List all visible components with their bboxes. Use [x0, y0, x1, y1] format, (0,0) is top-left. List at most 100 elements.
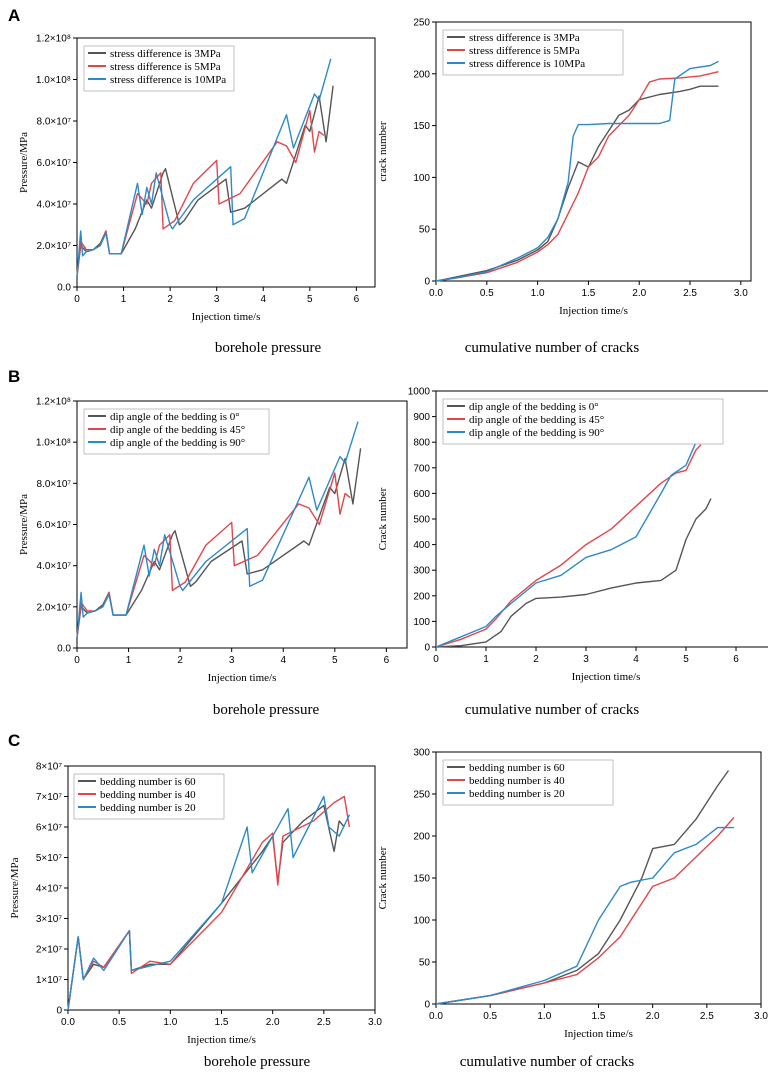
x-tick-label: 0.0	[429, 288, 443, 299]
legend-label: bedding number is 60	[469, 762, 565, 774]
legend-label: dip angle of the bedding is 90°	[110, 437, 245, 449]
y-tick-label: 4.0×10⁷	[37, 200, 72, 211]
y-tick-label: 4×10⁷	[36, 884, 63, 895]
y-axis-title: Crack number	[377, 846, 389, 909]
x-tick-label: 2.0	[632, 288, 646, 299]
chart-caption: borehole pressure	[213, 702, 320, 718]
x-axis-title: Injection time/s	[192, 311, 261, 323]
series-line-2	[435, 421, 712, 648]
y-tick-label: 2.0×10⁷	[37, 241, 72, 252]
y-tick-label: 3×10⁷	[36, 914, 63, 925]
y-axis-title: Pressure/MPa	[9, 857, 21, 918]
y-tick-label: 300	[413, 748, 430, 759]
y-tick-label: 200	[413, 591, 430, 602]
series-line-0	[76, 85, 334, 277]
y-tick-label: 200	[413, 832, 430, 843]
y-tick-label: 8×10⁷	[36, 762, 63, 773]
x-tick-label: 4	[260, 294, 266, 305]
y-axis-title: crack number	[377, 121, 389, 181]
y-tick-label: 5×10⁷	[36, 853, 63, 864]
x-tick-label: 6	[354, 294, 360, 305]
x-tick-label: 6	[733, 654, 739, 665]
x-tick-label: 2.5	[700, 1011, 714, 1022]
y-tick-label: 250	[413, 18, 430, 29]
x-tick-label: 1.0	[537, 1011, 551, 1022]
x-tick-label: 1.0	[531, 288, 545, 299]
y-tick-label: 800	[413, 438, 430, 449]
y-axis-title: Pressure/MPa	[18, 494, 30, 555]
x-tick-label: 1.5	[581, 288, 595, 299]
y-tick-label: 8.0×10⁷	[37, 117, 72, 128]
x-axis-title: Injection time/s	[208, 672, 277, 684]
legend-label: dip angle of the bedding is 0°	[469, 401, 599, 413]
y-tick-label: 1.2×10⁸	[36, 397, 71, 408]
legend-box	[442, 29, 624, 76]
legend-box	[83, 408, 270, 455]
y-tick-label: 400	[413, 540, 430, 551]
x-tick-label: 2.0	[266, 1017, 280, 1028]
x-tick-label: 2.5	[317, 1017, 331, 1028]
x-tick-label: 3	[229, 655, 235, 666]
x-tick-label: 0.5	[480, 288, 494, 299]
x-tick-label: 3.0	[368, 1017, 382, 1028]
y-axis-title: Pressure/MPa	[18, 132, 30, 193]
chart-2: 0 1 2 3 4 5 6 0.0 2.0×10⁷ 4.0×10⁷ 6.0×10⁷ 8.0×10⁷ 1.…	[18, 397, 408, 718]
y-tick-label: 1.0×10⁸	[36, 438, 71, 449]
y-tick-label: 0.0	[57, 644, 71, 655]
y-tick-label: 7×10⁷	[36, 792, 63, 803]
series-line-0	[435, 770, 730, 1005]
x-tick-label: 2.5	[683, 288, 697, 299]
x-axis-title: Injection time/s	[572, 671, 641, 683]
x-tick-label: 3.0	[734, 288, 748, 299]
series-line-2	[435, 60, 719, 282]
y-tick-label: 2×10⁷	[36, 945, 63, 956]
y-tick-label: 6.0×10⁷	[37, 520, 72, 531]
x-tick-label: 2	[533, 654, 539, 665]
y-tick-label: 0	[56, 1006, 62, 1017]
y-tick-label: 1×10⁷	[36, 975, 63, 986]
plot-frame	[435, 21, 752, 282]
chart-4: 0.0 0.5 1.0 1.5 2.0 2.5 3.0 0 1×10⁷ 2×10⁷ 3×10⁷ 4×1…	[9, 762, 382, 1071]
legend: dip angle of the bedding is 0°dip angle …	[442, 398, 724, 445]
y-tick-label: 200	[413, 69, 430, 80]
legend-label: bedding number is 40	[100, 789, 196, 801]
x-tick-label: 4	[280, 655, 286, 666]
panel-label-b: B	[8, 367, 20, 386]
series-line-1	[435, 71, 719, 282]
y-tick-label: 900	[413, 412, 430, 423]
legend-label: dip angle of the bedding is 0°	[110, 411, 240, 423]
x-tick-label: 1.0	[163, 1017, 177, 1028]
legend: dip angle of the bedding is 0° dip angle …	[83, 408, 270, 455]
chart-caption: borehole pressure	[215, 340, 322, 356]
legend-label: bedding number is 40	[469, 775, 565, 787]
x-axis-title: Injection time/s	[564, 1028, 633, 1040]
legend-box	[442, 398, 724, 445]
legend-box	[83, 45, 235, 92]
legend-label: bedding number is 20	[469, 788, 565, 800]
chart-0: 0 1 2 3 4 5 6 0.0 2.0×10⁷ 4.0×10⁷ 6.0×10⁷ 8.0×10⁷ 1.…	[18, 34, 376, 356]
legend-label: stress difference is 10MPa	[110, 74, 226, 86]
x-tick-label: 1	[121, 294, 127, 305]
series-line-0	[76, 448, 362, 638]
chart-caption: cumulative number of cracks	[465, 340, 640, 356]
legend-label: stress difference is 5MPa	[469, 45, 580, 57]
chart-5: 0.0 0.5 1.0 1.5 2.0 2.5 3.0 0 50 100 150 200 250 300 I…	[377, 748, 768, 1071]
x-tick-label: 5	[332, 655, 338, 666]
y-tick-label: 2.0×10⁷	[37, 602, 72, 613]
y-tick-label: 250	[413, 790, 430, 801]
x-tick-label: 6	[384, 655, 390, 666]
x-tick-label: 0.5	[112, 1017, 126, 1028]
y-tick-label: 700	[413, 463, 430, 474]
legend-box	[73, 773, 225, 820]
panel-label-a: A	[8, 6, 20, 25]
y-tick-label: 0.0	[57, 283, 71, 294]
x-tick-label: 0	[433, 654, 439, 665]
y-tick-label: 8.0×10⁷	[37, 479, 72, 490]
y-tick-label: 100	[413, 173, 430, 184]
x-tick-label: 0	[74, 294, 80, 305]
series-line-0	[67, 804, 345, 1011]
